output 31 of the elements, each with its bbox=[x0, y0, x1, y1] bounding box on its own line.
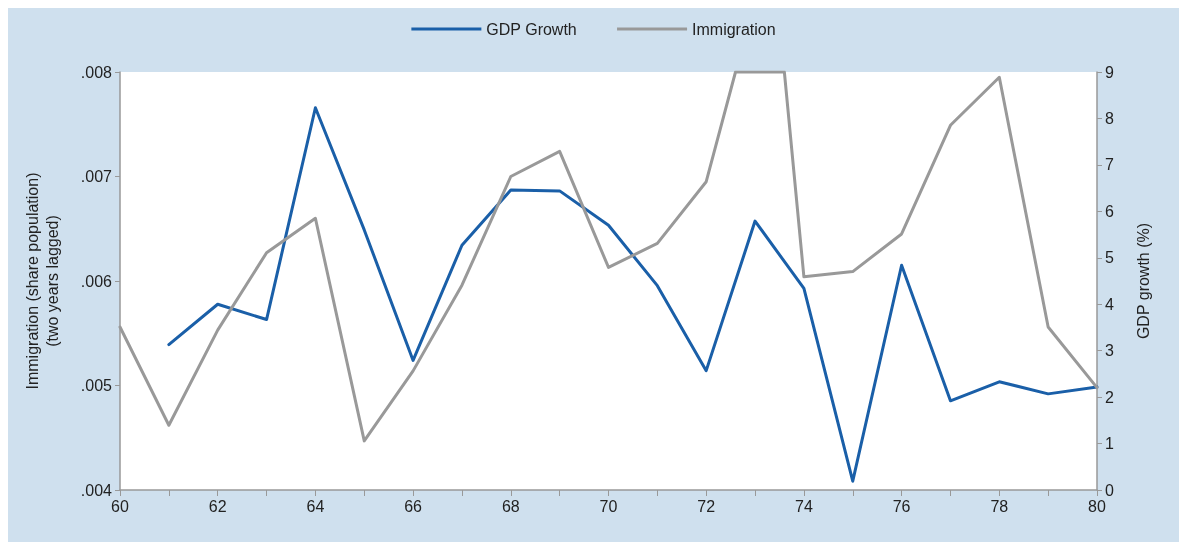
y2-tick-label: 3 bbox=[1105, 342, 1114, 360]
y-tick-label: .006 bbox=[80, 272, 113, 290]
x-tick-label: 76 bbox=[892, 497, 911, 515]
y2-tick-label: 1 bbox=[1105, 435, 1114, 453]
y2-tick-label: 0 bbox=[1105, 481, 1114, 499]
x-tick-label: 62 bbox=[208, 497, 227, 515]
y-axis-title: Immigration (share population) (two years lagged) bbox=[23, 172, 61, 390]
legend-label: GDP Growth bbox=[486, 20, 577, 38]
x-tick-label: 64 bbox=[306, 497, 325, 515]
y2-tick-label: 5 bbox=[1105, 249, 1114, 267]
x-tick-label: 68 bbox=[501, 497, 520, 515]
legend-label: Immigration bbox=[692, 20, 776, 38]
y-tick-label: .007 bbox=[80, 168, 113, 185]
y2-tick-label: 6 bbox=[1105, 202, 1114, 220]
y2-tick-label: 9 bbox=[1105, 63, 1114, 81]
line-series bbox=[167, 106, 1099, 483]
y-tick-label: .005 bbox=[80, 377, 113, 394]
y2-tick-label: 7 bbox=[1105, 156, 1114, 174]
x-tick-label: 72 bbox=[697, 497, 716, 515]
y2-tick-label: 2 bbox=[1105, 388, 1114, 406]
x-tick-label: 80 bbox=[1088, 497, 1106, 515]
y2-axis-title: GDP growth (%) bbox=[1134, 222, 1152, 340]
y2-tick-label: 4 bbox=[1105, 295, 1114, 313]
x-tick-label: 74 bbox=[795, 497, 813, 515]
y2-tick-label: 8 bbox=[1105, 109, 1114, 127]
y-tick-label: .008 bbox=[80, 63, 113, 81]
y-tick-label: .004 bbox=[80, 481, 113, 499]
x-tick-label: 60 bbox=[111, 497, 129, 515]
x-tick-label: 66 bbox=[404, 497, 423, 515]
x-tick-label: 70 bbox=[599, 497, 618, 515]
x-tick-label: 78 bbox=[990, 497, 1009, 515]
